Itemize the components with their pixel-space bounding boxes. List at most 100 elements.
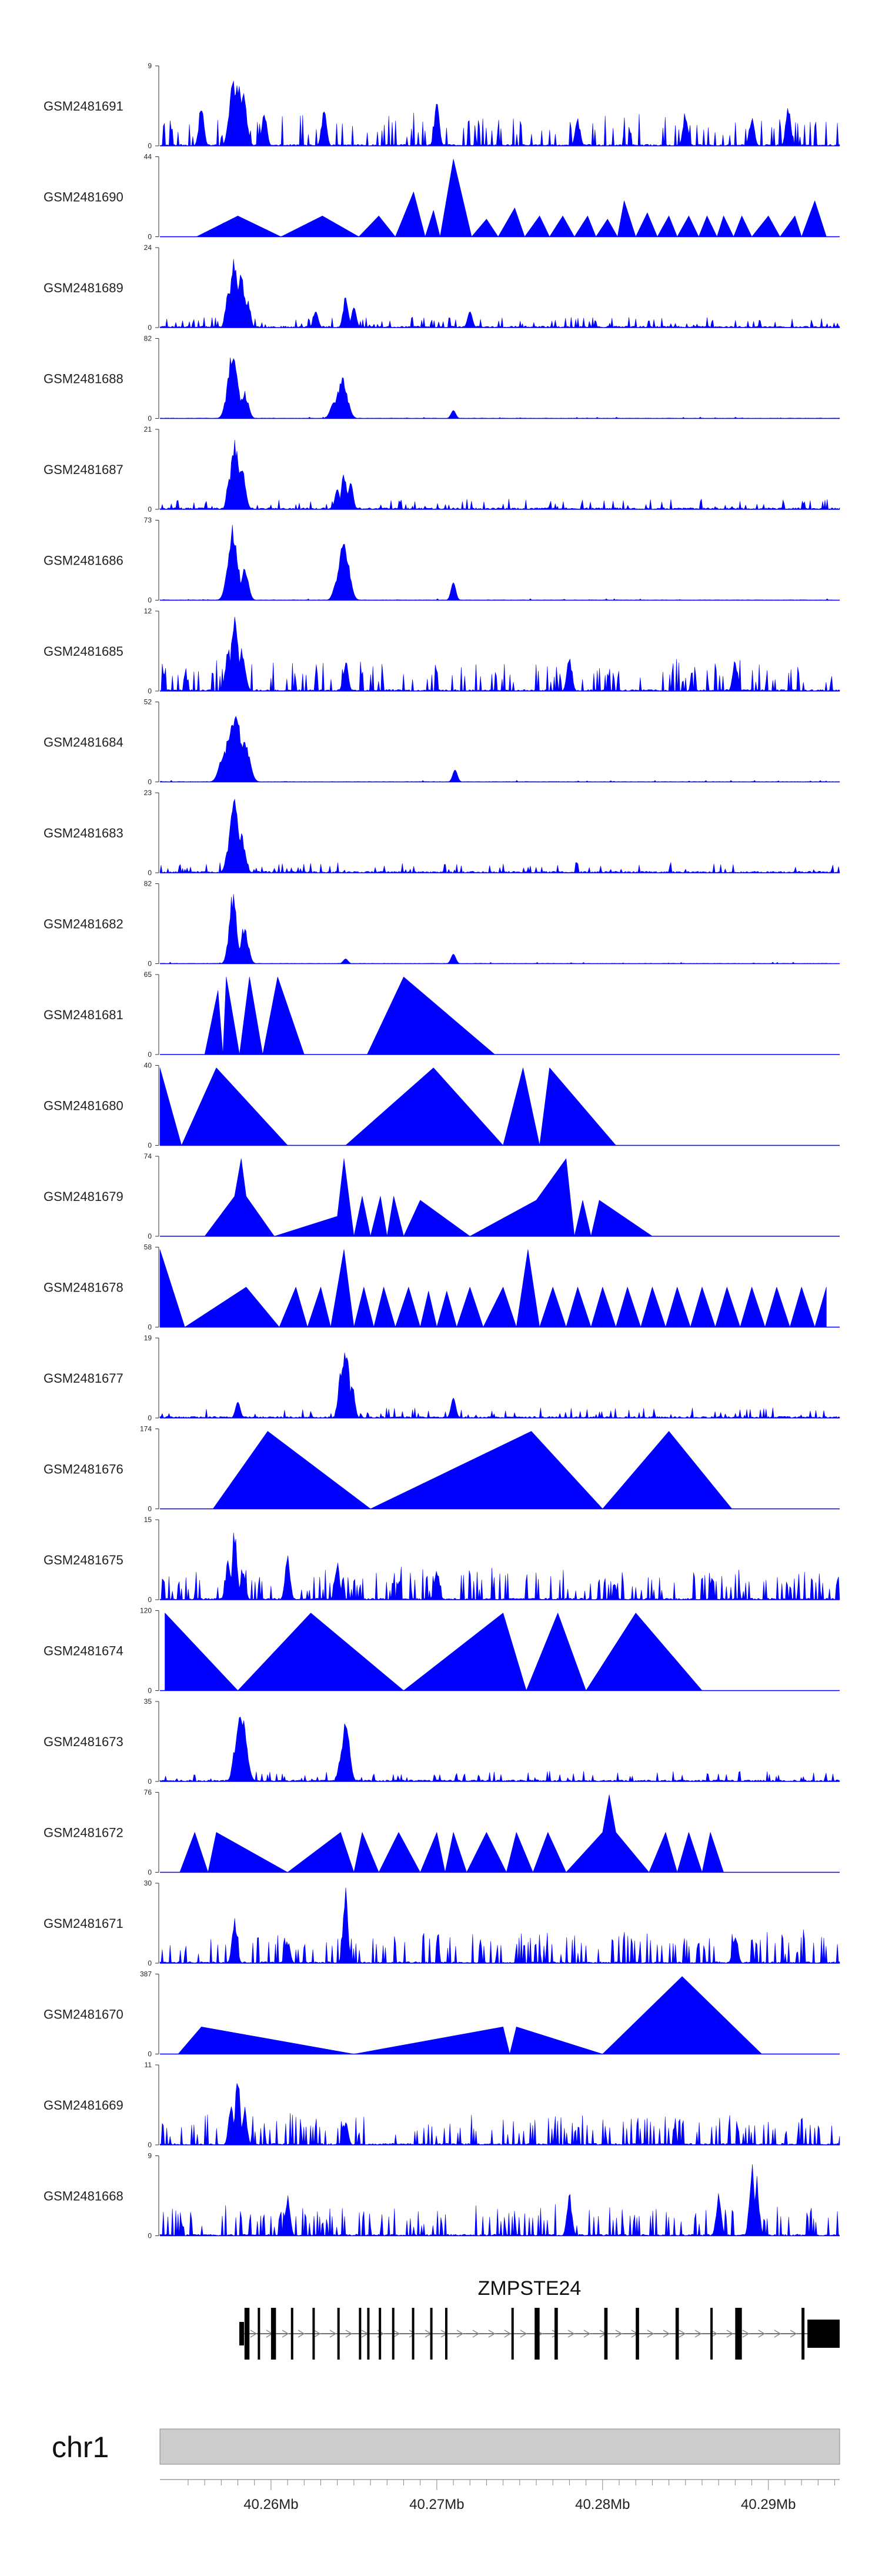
gene-exon (270, 2308, 276, 2360)
gene-exon (735, 2308, 742, 2360)
track-ymax-label: 40 (144, 1062, 152, 1070)
gene-strand-chevron (409, 2330, 416, 2338)
track-ymax-label: 387 (140, 1970, 152, 1978)
gene-exon (244, 2308, 250, 2360)
gene-exon (554, 2308, 558, 2360)
track-label: GSM2481686 (44, 553, 123, 568)
track-coverage-area (159, 716, 840, 782)
track-label: GSM2481684 (44, 735, 123, 750)
track-GSM2481675: GSM2481675 15 0 (44, 1516, 840, 1604)
track-label: GSM2481678 (44, 1280, 123, 1295)
track-label: GSM2481669 (44, 2098, 123, 2113)
track-ymax-label: 120 (140, 1607, 152, 1615)
gene-exon (710, 2308, 713, 2360)
track-ymax-label: 19 (144, 1334, 152, 1342)
track-GSM2481668: GSM2481668 9 0 (44, 2152, 840, 2240)
gene-exon (379, 2308, 382, 2360)
track-ymax-label: 76 (144, 1788, 152, 1797)
track-ymax-label: 12 (144, 607, 152, 615)
track-label: GSM2481691 (44, 99, 123, 114)
gene-exon (445, 2308, 447, 2360)
track-coverage-area (159, 1887, 840, 1964)
track-ymin-label: 0 (148, 960, 152, 968)
track-coverage-area (159, 2083, 840, 2145)
track-ymax-label: 35 (144, 1697, 152, 1706)
track-ymin-label: 0 (148, 233, 152, 241)
genome-axis-label: 40.27Mb (409, 2497, 464, 2512)
track-label: GSM2481687 (44, 462, 123, 477)
gene-exon (636, 2308, 639, 2360)
track-GSM2481691: GSM2481691 9 0 (44, 62, 840, 150)
track-GSM2481679: GSM2481679 74 0 (44, 1152, 840, 1240)
track-ymax-label: 24 (144, 243, 152, 252)
gene-strand-chevron (345, 2330, 353, 2338)
track-label: GSM2481680 (44, 1099, 123, 1113)
track-ymax-label: 82 (144, 335, 152, 343)
track-ymax-label: 21 (144, 425, 152, 433)
gene-strand-chevron (504, 2330, 512, 2338)
track-coverage-area (159, 1249, 827, 1327)
track-ymax-label: 30 (144, 1879, 152, 1887)
chromosome-label: chr1 (52, 2431, 109, 2464)
track-coverage-area (159, 439, 840, 510)
gene-exon (412, 2308, 415, 2360)
gene-exon (430, 2308, 433, 2360)
track-ymin-label: 0 (148, 687, 152, 695)
gene-strand-chevron (250, 2330, 258, 2338)
track-label: GSM2481685 (44, 644, 123, 659)
gene-exon (337, 2308, 340, 2360)
track-GSM2481690: GSM2481690 44 0 (44, 153, 840, 241)
track-label: GSM2481671 (44, 1916, 123, 1931)
gene-strand-chevron (583, 2330, 591, 2338)
gene-name-label: ZMPSTE24 (478, 2277, 582, 2300)
gene-strand-chevron (567, 2330, 575, 2338)
track-label: GSM2481675 (44, 1553, 123, 1567)
genome-axis-label: 40.26Mb (243, 2497, 298, 2512)
gene-strand-chevron (472, 2330, 480, 2338)
genome-axis: 40.26Mb 40.27Mb 40.28Mb 40.29Mb (160, 2479, 840, 2512)
gene-strand-chevron (726, 2330, 734, 2338)
track-GSM2481676: GSM2481676 174 0 (44, 1425, 840, 1513)
track-ymax-label: 44 (144, 153, 152, 161)
track-coverage-area (178, 1976, 762, 2054)
gene-strand-chevron (552, 2330, 559, 2338)
track-ymax-label: 58 (144, 1243, 152, 1252)
gene-strand-chevron (615, 2330, 623, 2338)
track-ymin-label: 0 (148, 1050, 152, 1059)
track-coverage-area (159, 2164, 840, 2236)
coverage-tracks: GSM248169190GSM2481690440GSM2481689240GS… (44, 62, 840, 2240)
gene-strand-chevron (694, 2330, 702, 2338)
track-coverage-area (159, 357, 840, 419)
gene-exon (290, 2308, 293, 2360)
track-GSM2481685: GSM2481685 12 0 (44, 607, 840, 695)
track-GSM2481673: GSM2481673 35 0 (44, 1697, 840, 1786)
track-coverage-area (159, 894, 840, 964)
track-ymin-label: 0 (148, 596, 152, 605)
track-GSM2481670: GSM2481670 387 0 (44, 1970, 840, 2058)
gene-exon (359, 2308, 362, 2360)
gene-strand-chevron (282, 2330, 289, 2338)
track-coverage-area (159, 1532, 840, 1600)
gene-strand-chevron (663, 2330, 670, 2338)
gene-exon (604, 2308, 608, 2360)
gene-exon (312, 2308, 315, 2360)
track-label: GSM2481681 (44, 1007, 123, 1022)
track-GSM2481680: GSM2481680 40 0 (44, 1062, 840, 1150)
track-ymin-label: 0 (148, 323, 152, 332)
track-GSM2481686: GSM2481686 73 0 (44, 516, 840, 605)
gene-model-track: ZMPSTE24 (239, 2277, 840, 2360)
gene-exon (367, 2308, 370, 2360)
track-coverage-area (159, 1067, 616, 1146)
track-coverage-area (212, 1431, 732, 1509)
track-ymax-label: 174 (140, 1425, 152, 1433)
gene-exon (534, 2308, 540, 2360)
gene-strand-chevron (488, 2330, 496, 2338)
track-ymin-label: 0 (148, 1323, 152, 1332)
track-label: GSM2481688 (44, 372, 123, 386)
track-ymin-label: 0 (148, 1596, 152, 1604)
track-GSM2481678: GSM2481678 58 0 (44, 1243, 840, 1332)
gene-exon (675, 2308, 679, 2360)
track-coverage-area (159, 81, 840, 146)
track-GSM2481687: GSM2481687 21 0 (44, 425, 840, 513)
track-coverage-area (159, 1717, 840, 1782)
